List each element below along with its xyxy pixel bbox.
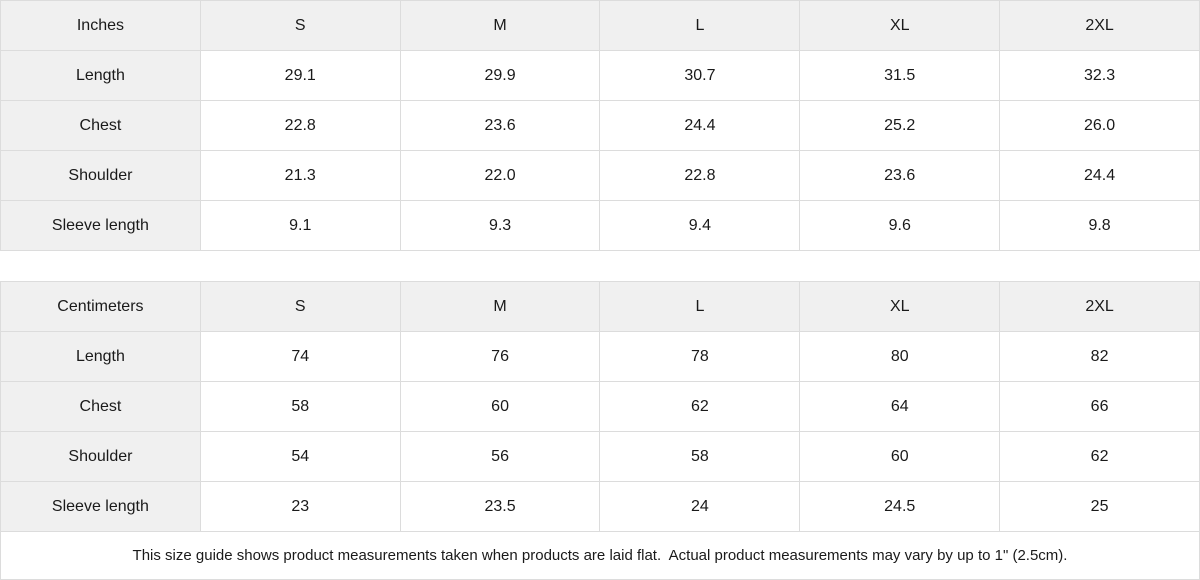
measurement-value-cell: 58 [599,431,801,482]
measurement-label-cell: Sleeve length [0,200,201,251]
measurement-value-cell: 82 [999,331,1200,382]
measurement-value-cell: 66 [999,381,1200,432]
size-header-cell: M [399,0,601,51]
measurement-value-cell: 25 [999,481,1200,532]
measurement-value-cell: 54 [199,431,401,482]
unit-header-cell: Inches [0,0,201,51]
measurement-label-cell: Chest [0,381,201,432]
measurement-value-cell: 56 [399,431,601,482]
measurement-value-cell: 78 [599,331,801,382]
measurement-value-cell: 9.1 [199,200,401,251]
measurement-value-cell: 29.9 [399,50,601,101]
size-header-cell: L [599,281,801,332]
size-table-centimeters: Centimeters S M L XL 2XL Length 74 76 78… [0,281,1200,532]
size-header-cell: S [199,0,401,51]
measurement-value-cell: 29.1 [199,50,401,101]
table-row: Length 74 76 78 80 82 [0,331,1200,382]
measurement-value-cell: 23.6 [399,100,601,151]
measurement-label-cell: Length [0,50,201,101]
measurement-label-cell: Sleeve length [0,481,201,532]
measurement-value-cell: 60 [799,431,1001,482]
table-row: Length 29.1 29.9 30.7 31.5 32.3 [0,50,1200,101]
measurement-value-cell: 9.4 [599,200,801,251]
table-row: Sleeve length 23 23.5 24 24.5 25 [0,481,1200,532]
table-row: Chest 22.8 23.6 24.4 25.2 26.0 [0,100,1200,151]
size-header-cell: S [199,281,401,332]
measurement-value-cell: 24.5 [799,481,1001,532]
size-table-header-row: Inches S M L XL 2XL [0,0,1200,51]
measurement-label-cell: Length [0,331,201,382]
size-table-header-row: Centimeters S M L XL 2XL [0,281,1200,332]
measurement-label-cell: Chest [0,100,201,151]
measurement-value-cell: 60 [399,381,601,432]
measurement-value-cell: 21.3 [199,150,401,201]
measurement-value-cell: 24 [599,481,801,532]
measurement-value-cell: 23.6 [799,150,1001,201]
table-row: Shoulder 54 56 58 60 62 [0,431,1200,482]
size-header-cell: M [399,281,601,332]
measurement-value-cell: 62 [999,431,1200,482]
size-header-cell: XL [799,281,1001,332]
size-header-cell: 2XL [999,281,1200,332]
measurement-value-cell: 30.7 [599,50,801,101]
measurement-value-cell: 22.8 [199,100,401,151]
measurement-value-cell: 23 [199,481,401,532]
measurement-value-cell: 9.3 [399,200,601,251]
measurement-value-cell: 9.6 [799,200,1001,251]
measurement-value-cell: 31.5 [799,50,1001,101]
measurement-value-cell: 24.4 [999,150,1200,201]
measurement-value-cell: 76 [399,331,601,382]
measurement-value-cell: 24.4 [599,100,801,151]
measurement-value-cell: 74 [199,331,401,382]
measurement-value-cell: 25.2 [799,100,1001,151]
measurement-value-cell: 23.5 [399,481,601,532]
size-header-cell: L [599,0,801,51]
size-header-cell: XL [799,0,1001,51]
measurement-value-cell: 26.0 [999,100,1200,151]
table-spacer [0,251,1200,281]
size-guide-note: This size guide shows product measuremen… [0,532,1200,580]
measurement-value-cell: 62 [599,381,801,432]
measurement-value-cell: 80 [799,331,1001,382]
size-header-cell: 2XL [999,0,1200,51]
table-row: Sleeve length 9.1 9.3 9.4 9.6 9.8 [0,200,1200,251]
measurement-value-cell: 22.0 [399,150,601,201]
table-row: Chest 58 60 62 64 66 [0,381,1200,432]
measurement-value-cell: 22.8 [599,150,801,201]
measurement-value-cell: 58 [199,381,401,432]
measurement-value-cell: 32.3 [999,50,1200,101]
table-row: Shoulder 21.3 22.0 22.8 23.6 24.4 [0,150,1200,201]
measurement-value-cell: 64 [799,381,1001,432]
measurement-value-cell: 9.8 [999,200,1200,251]
size-table-inches: Inches S M L XL 2XL Length 29.1 29.9 30.… [0,0,1200,251]
measurement-label-cell: Shoulder [0,431,201,482]
measurement-label-cell: Shoulder [0,150,201,201]
unit-header-cell: Centimeters [0,281,201,332]
